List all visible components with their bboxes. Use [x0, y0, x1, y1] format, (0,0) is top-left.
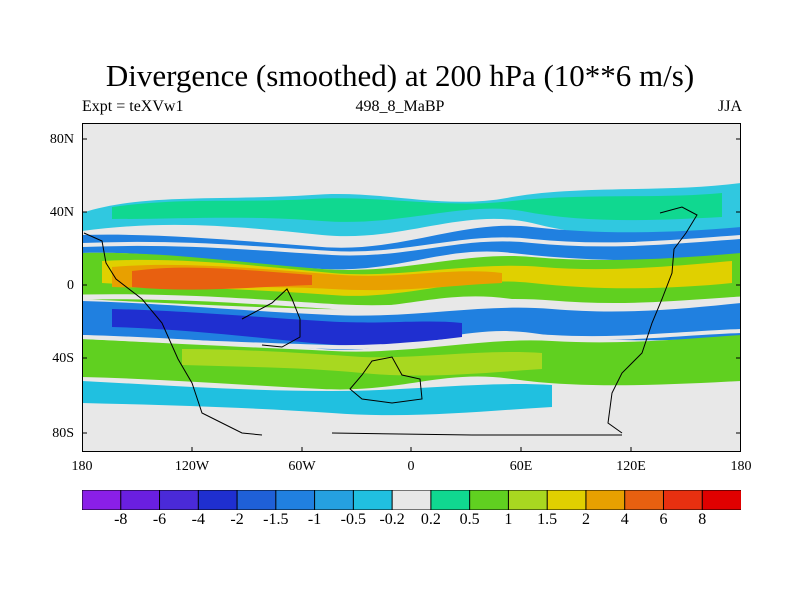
colorbar-swatch: [430, 490, 471, 510]
colorbar-swatch: [701, 490, 741, 510]
colorbar-swatch: [507, 490, 549, 510]
lat-ticks: [82, 138, 741, 434]
band-tropics-red: [132, 267, 312, 290]
colorbar-tick-label: 8: [698, 511, 707, 528]
colorbar-tick-label: 1: [504, 511, 513, 528]
colorbar-tick-label: -8: [114, 511, 128, 528]
field-shading: [82, 183, 741, 416]
lon-label-120e: 120E: [616, 459, 646, 474]
lon-label-180w: 180: [71, 459, 93, 474]
colorbar-tick-label: -0.2: [379, 511, 405, 528]
colorbar-tick-label: 0.2: [420, 511, 441, 528]
coastlines: [83, 206, 698, 436]
lon-ticks: [191, 447, 632, 452]
colorbar-swatch: [120, 490, 161, 510]
colorbar-swatch: [624, 490, 665, 510]
colorbar: [82, 490, 741, 510]
lat-label-80s: 80S: [52, 426, 74, 441]
band-south-cyan: [82, 381, 552, 416]
colorbar-tick-label: -1: [307, 511, 322, 528]
colorbar-swatch: [352, 490, 394, 510]
experiment-label: Expt = teXVw1: [82, 98, 184, 115]
band-south-yellow: [182, 349, 542, 376]
map-plot: [82, 123, 741, 452]
zero-contour-mid: [82, 294, 741, 311]
lat-label-40n: 40N: [49, 205, 74, 220]
colorbar-tick-label: 1.5: [537, 511, 558, 528]
lon-label-60e: 60E: [509, 459, 533, 474]
lon-label-0: 0: [407, 459, 415, 474]
colorbar-tick-label: -2: [230, 511, 244, 528]
period-label: 498_8_MaBP: [355, 98, 445, 115]
colorbar-swatch: [546, 490, 587, 510]
colorbar-tick-label: -4: [191, 511, 205, 528]
colorbar-swatch: [82, 490, 122, 510]
lon-label-120w: 120W: [174, 459, 210, 474]
colorbar-tick-label: -1.5: [263, 511, 289, 528]
colorbar-swatch: [275, 490, 316, 510]
colorbar-swatch: [197, 490, 239, 510]
colorbar-tick-label: 2: [581, 511, 590, 528]
colorbar-swatch: [236, 490, 277, 510]
lon-label-180e: 180: [730, 459, 752, 474]
colorbar-tick-label: 4: [620, 511, 629, 528]
colorbar-swatch: [662, 490, 704, 510]
colorbar-swatch: [585, 490, 626, 510]
lat-label-80n: 80N: [49, 132, 74, 147]
colorbar-swatch: [314, 490, 355, 510]
lat-label-0: 0: [67, 278, 74, 293]
colorbar-swatch: [469, 490, 510, 510]
colorbar-swatch: [391, 490, 432, 510]
colorbar-tick-label: -6: [152, 511, 167, 528]
colorbar-swatch: [159, 490, 200, 510]
band-north-green: [112, 193, 722, 222]
lon-label-60w: 60W: [288, 459, 316, 474]
plot-title: Divergence (smoothed) at 200 hPa (10**6 …: [105, 58, 695, 93]
colorbar-tick-label: -0.5: [340, 511, 367, 528]
colorbar-tick-label: 6: [659, 511, 668, 528]
lat-label-40s: 40S: [52, 351, 74, 366]
season-label: JJA: [717, 98, 742, 115]
band-south-darkblue: [112, 309, 462, 346]
zero-contour-north: [82, 235, 741, 256]
zero-contour-south: [82, 329, 741, 350]
colorbar-tick-label: 0.5: [459, 511, 480, 528]
